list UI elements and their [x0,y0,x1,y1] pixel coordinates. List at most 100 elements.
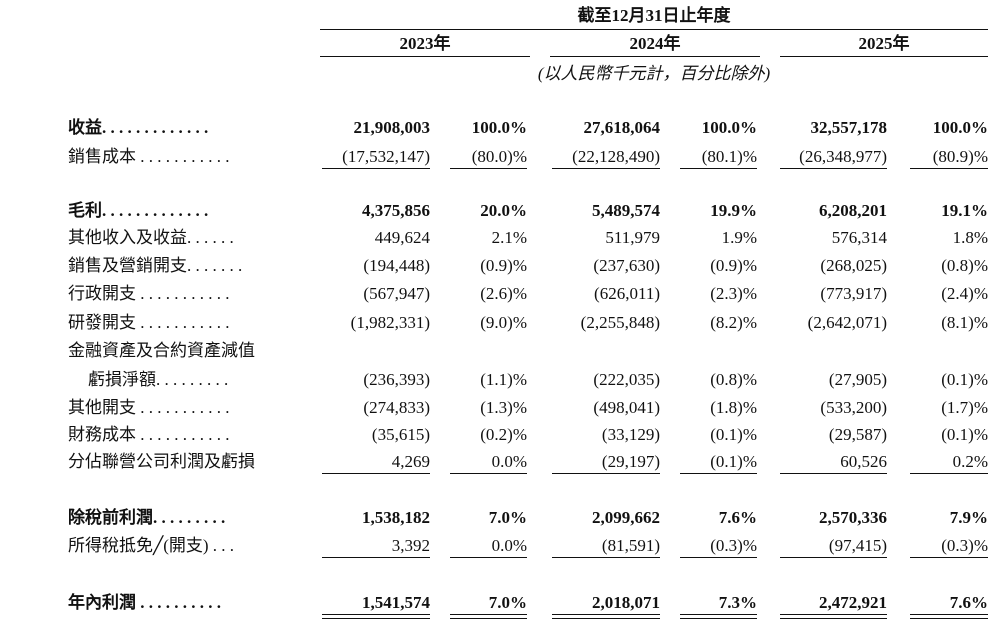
cell: (0.3)% [710,536,757,555]
cell: (0.1)% [710,425,757,444]
underline [450,618,527,619]
cell: (1.3)% [480,398,527,417]
cell: (567,947) [363,284,430,303]
cell: 2,570,336 [819,508,887,527]
row-label: 分佔聯營公司利潤及虧損 [68,452,255,471]
cell: (8.1)% [941,313,988,332]
cell: 0.2% [952,452,988,471]
cell: (2,642,071) [807,313,887,332]
underline [680,168,757,169]
cell: (80.9)% [932,147,988,166]
cell: 7.0% [488,508,527,527]
row-label: 虧損淨額. . . . . . . . . [88,370,229,389]
cell: (0.9)% [480,256,527,275]
cell: (236,393) [363,370,430,389]
cell: (2,255,848) [580,313,660,332]
cell: (0.2)% [480,425,527,444]
cell: (1,982,331) [350,313,430,332]
row-label: 銷售及營銷開支. . . . . . . [68,256,243,275]
cell: (2.6)% [480,284,527,303]
row-label: 行政開支 . . . . . . . . . . . [68,284,230,303]
underline [552,168,660,169]
cell: (8.2)% [710,313,757,332]
underline [910,618,988,619]
underline [780,614,887,615]
cell: (81,591) [601,536,660,555]
underline [450,614,527,615]
cell: (0.3)% [941,536,988,555]
cell: 2,472,921 [819,593,887,612]
row-label: 其他開支 . . . . . . . . . . . [68,398,230,417]
cell: (0.1)% [941,425,988,444]
cell: 2,018,071 [592,593,660,612]
underline [552,473,660,474]
cell: 7.3% [718,593,757,612]
rule [780,56,988,57]
cell: (26,348,977) [799,147,887,166]
underline [680,614,757,615]
cell: 1.9% [721,228,757,247]
underline [322,557,430,558]
year-heading: 2024年 [629,34,681,53]
cell: 2.1% [491,228,527,247]
cell: 19.1% [941,201,988,220]
underline [322,473,430,474]
cell: (17,532,147) [342,147,430,166]
row-label: 毛利. . . . . . . . . . . . . [68,201,209,220]
underline [450,168,527,169]
cell: 20.0% [480,201,527,220]
underline [450,557,527,558]
underline [680,557,757,558]
cell: (222,035) [593,370,660,389]
rule [320,29,988,30]
cell: (498,041) [593,398,660,417]
underline [680,473,757,474]
cell: 4,269 [391,452,430,471]
row-label: 研發開支 . . . . . . . . . . . [68,313,230,332]
underline [450,473,527,474]
period-heading: 截至12月31日止年度 [577,6,731,25]
cell: (1.7)% [941,398,988,417]
row-label: 收益. . . . . . . . . . . . . [68,118,209,137]
cell: (1.8)% [710,398,757,417]
cell: 5,489,574 [592,201,660,220]
unit-note: (以人民幣千元計，百分比除外) [537,64,771,83]
cell: (0.9)% [710,256,757,275]
underline [780,168,887,169]
cell: (773,917) [820,284,887,303]
underline [552,614,660,615]
cell: (27,905) [828,370,887,389]
cell: (80.1)% [701,147,757,166]
row-label: 所得稅抵免╱(開支) . . . [68,536,235,555]
row-label: 年內利潤 . . . . . . . . . . [68,593,221,612]
row-label: 銷售成本 . . . . . . . . . . . [68,147,230,166]
underline [680,618,757,619]
year-heading: 2023年 [399,34,451,53]
underline [552,557,660,558]
cell: (2.3)% [710,284,757,303]
cell: 100.0% [932,118,988,137]
cell: 100.0% [471,118,527,137]
underline [322,168,430,169]
cell: 21,908,003 [353,118,431,137]
year-heading: 2025年 [858,34,910,53]
cell: 7.9% [949,508,988,527]
cell: 32,557,178 [810,118,888,137]
rule [320,56,530,57]
cell: 511,979 [605,228,660,247]
cell: 1,538,182 [362,508,430,527]
cell: 6,208,201 [819,201,887,220]
cell: 7.6% [949,593,988,612]
cell: (29,587) [828,425,887,444]
cell: (0.8)% [710,370,757,389]
cell: 3,392 [391,536,430,555]
underline [910,614,988,615]
cell: (194,448) [363,256,430,275]
cell: (97,415) [828,536,887,555]
underline [780,473,887,474]
cell: (0.1)% [941,370,988,389]
cell: (626,011) [594,284,660,303]
cell: 0.0% [491,452,527,471]
underline [322,618,430,619]
cell: 1.8% [952,228,988,247]
